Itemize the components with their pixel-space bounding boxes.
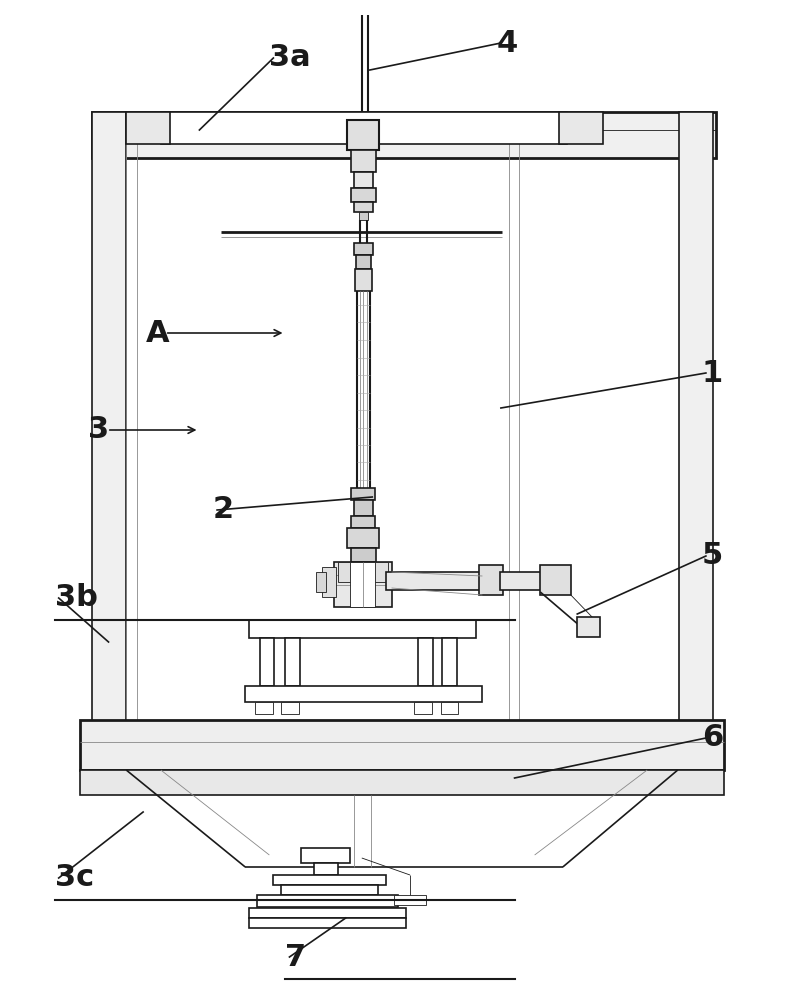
Text: 3b: 3b (55, 584, 97, 612)
Bar (333, 562, 391, 607)
Bar (126, 112, 170, 144)
Bar (255, 702, 272, 714)
Text: A: A (146, 318, 169, 348)
Bar (257, 895, 397, 907)
Bar (350, 548, 376, 562)
Bar (285, 638, 300, 686)
Text: 3a: 3a (269, 43, 311, 73)
Bar (347, 120, 379, 150)
Bar (301, 848, 349, 863)
Bar (80, 720, 723, 770)
Bar (499, 572, 544, 590)
Bar (540, 565, 570, 595)
Bar (385, 572, 482, 590)
Text: 3: 3 (88, 415, 109, 444)
Bar (440, 702, 458, 714)
Bar (353, 202, 373, 212)
Bar (418, 638, 432, 686)
Bar (479, 565, 503, 595)
Bar (349, 562, 375, 607)
Bar (353, 500, 373, 516)
Bar (92, 112, 126, 730)
Bar (273, 875, 385, 885)
Bar (679, 112, 712, 730)
Bar (249, 918, 406, 928)
Bar (414, 702, 431, 714)
Text: 6: 6 (701, 724, 722, 752)
Bar (350, 188, 376, 202)
Bar (347, 528, 379, 548)
Bar (281, 885, 377, 895)
Bar (442, 638, 456, 686)
Bar (351, 516, 375, 528)
Bar (358, 212, 368, 220)
Bar (245, 686, 482, 702)
Bar (337, 562, 387, 582)
Bar (393, 895, 426, 905)
Bar (350, 150, 376, 172)
Bar (558, 112, 602, 144)
Text: 1: 1 (701, 359, 722, 387)
Text: 2: 2 (213, 495, 234, 524)
Bar (80, 770, 723, 795)
Text: 7: 7 (285, 942, 306, 971)
Bar (259, 638, 274, 686)
Text: 3c: 3c (55, 863, 94, 892)
Bar (316, 572, 325, 592)
Bar (354, 269, 372, 291)
Text: 4: 4 (496, 28, 517, 57)
Bar (161, 112, 566, 144)
Bar (313, 863, 337, 875)
Bar (249, 620, 475, 638)
Bar (353, 172, 373, 188)
Bar (92, 112, 715, 158)
Bar (356, 255, 370, 269)
Bar (577, 617, 599, 637)
Bar (351, 488, 375, 500)
Bar (249, 908, 406, 918)
Bar (321, 567, 336, 597)
Bar (353, 243, 373, 255)
Text: 5: 5 (701, 542, 722, 570)
Bar (281, 702, 299, 714)
